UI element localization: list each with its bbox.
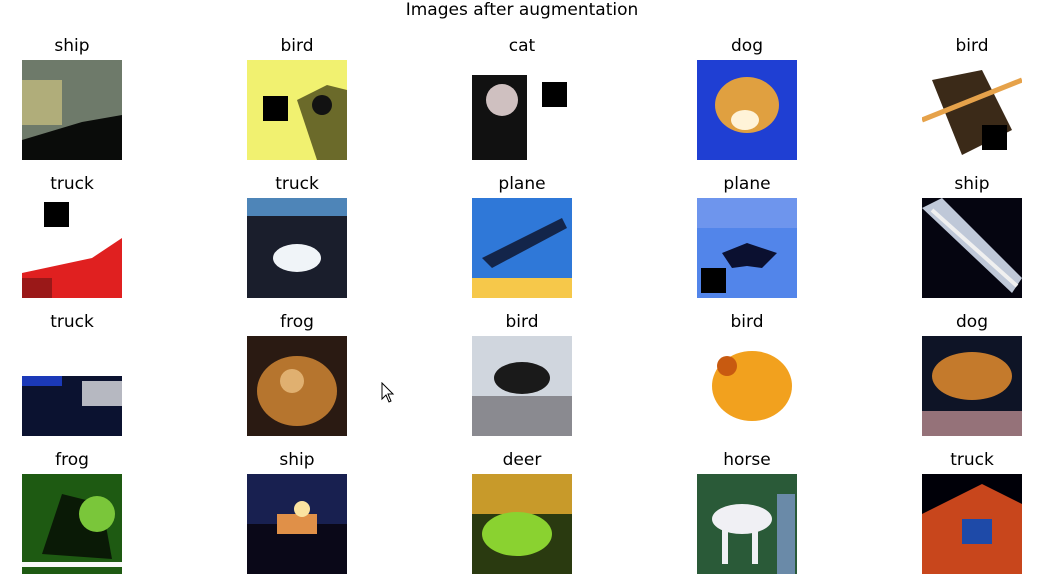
image-label: ship [954,174,990,194]
image-thumbnail [697,198,797,298]
image-label: truck [50,174,94,194]
image-label: bird [955,36,989,56]
mouse-pointer-icon [381,382,395,403]
image-label: bird [730,312,764,332]
image-label: truck [950,450,994,470]
image-thumbnail [472,198,572,298]
image-thumbnail [22,474,122,574]
image-thumbnail [247,336,347,436]
image-label: cat [508,36,536,56]
image-label: horse [723,450,771,470]
image-thumbnail [247,474,347,574]
image-label: frog [280,312,314,332]
image-thumbnail [922,336,1022,436]
image-thumbnail [922,474,1022,574]
image-thumbnail [697,336,797,436]
image-thumbnail [22,60,122,160]
image-label: dog [731,36,763,56]
image-thumbnail [22,198,122,298]
image-label: frog [55,450,89,470]
image-thumbnail [922,60,1022,160]
image-label: plane [498,174,546,194]
image-thumbnail [247,198,347,298]
image-thumbnail [697,474,797,574]
image-thumbnail [472,60,572,160]
image-thumbnail [472,336,572,436]
image-label: bird [280,36,314,56]
image-thumbnail [22,336,122,436]
image-label: ship [279,450,315,470]
image-label: plane [723,174,771,194]
image-label: deer [502,450,542,470]
image-label: dog [956,312,988,332]
image-label: truck [275,174,319,194]
image-thumbnail [697,60,797,160]
image-thumbnail [922,198,1022,298]
image-thumbnail [472,474,572,574]
image-thumbnail [247,60,347,160]
image-label: ship [54,36,90,56]
image-label: bird [505,312,539,332]
image-label: truck [50,312,94,332]
figure-title: Images after augmentation [405,0,639,20]
